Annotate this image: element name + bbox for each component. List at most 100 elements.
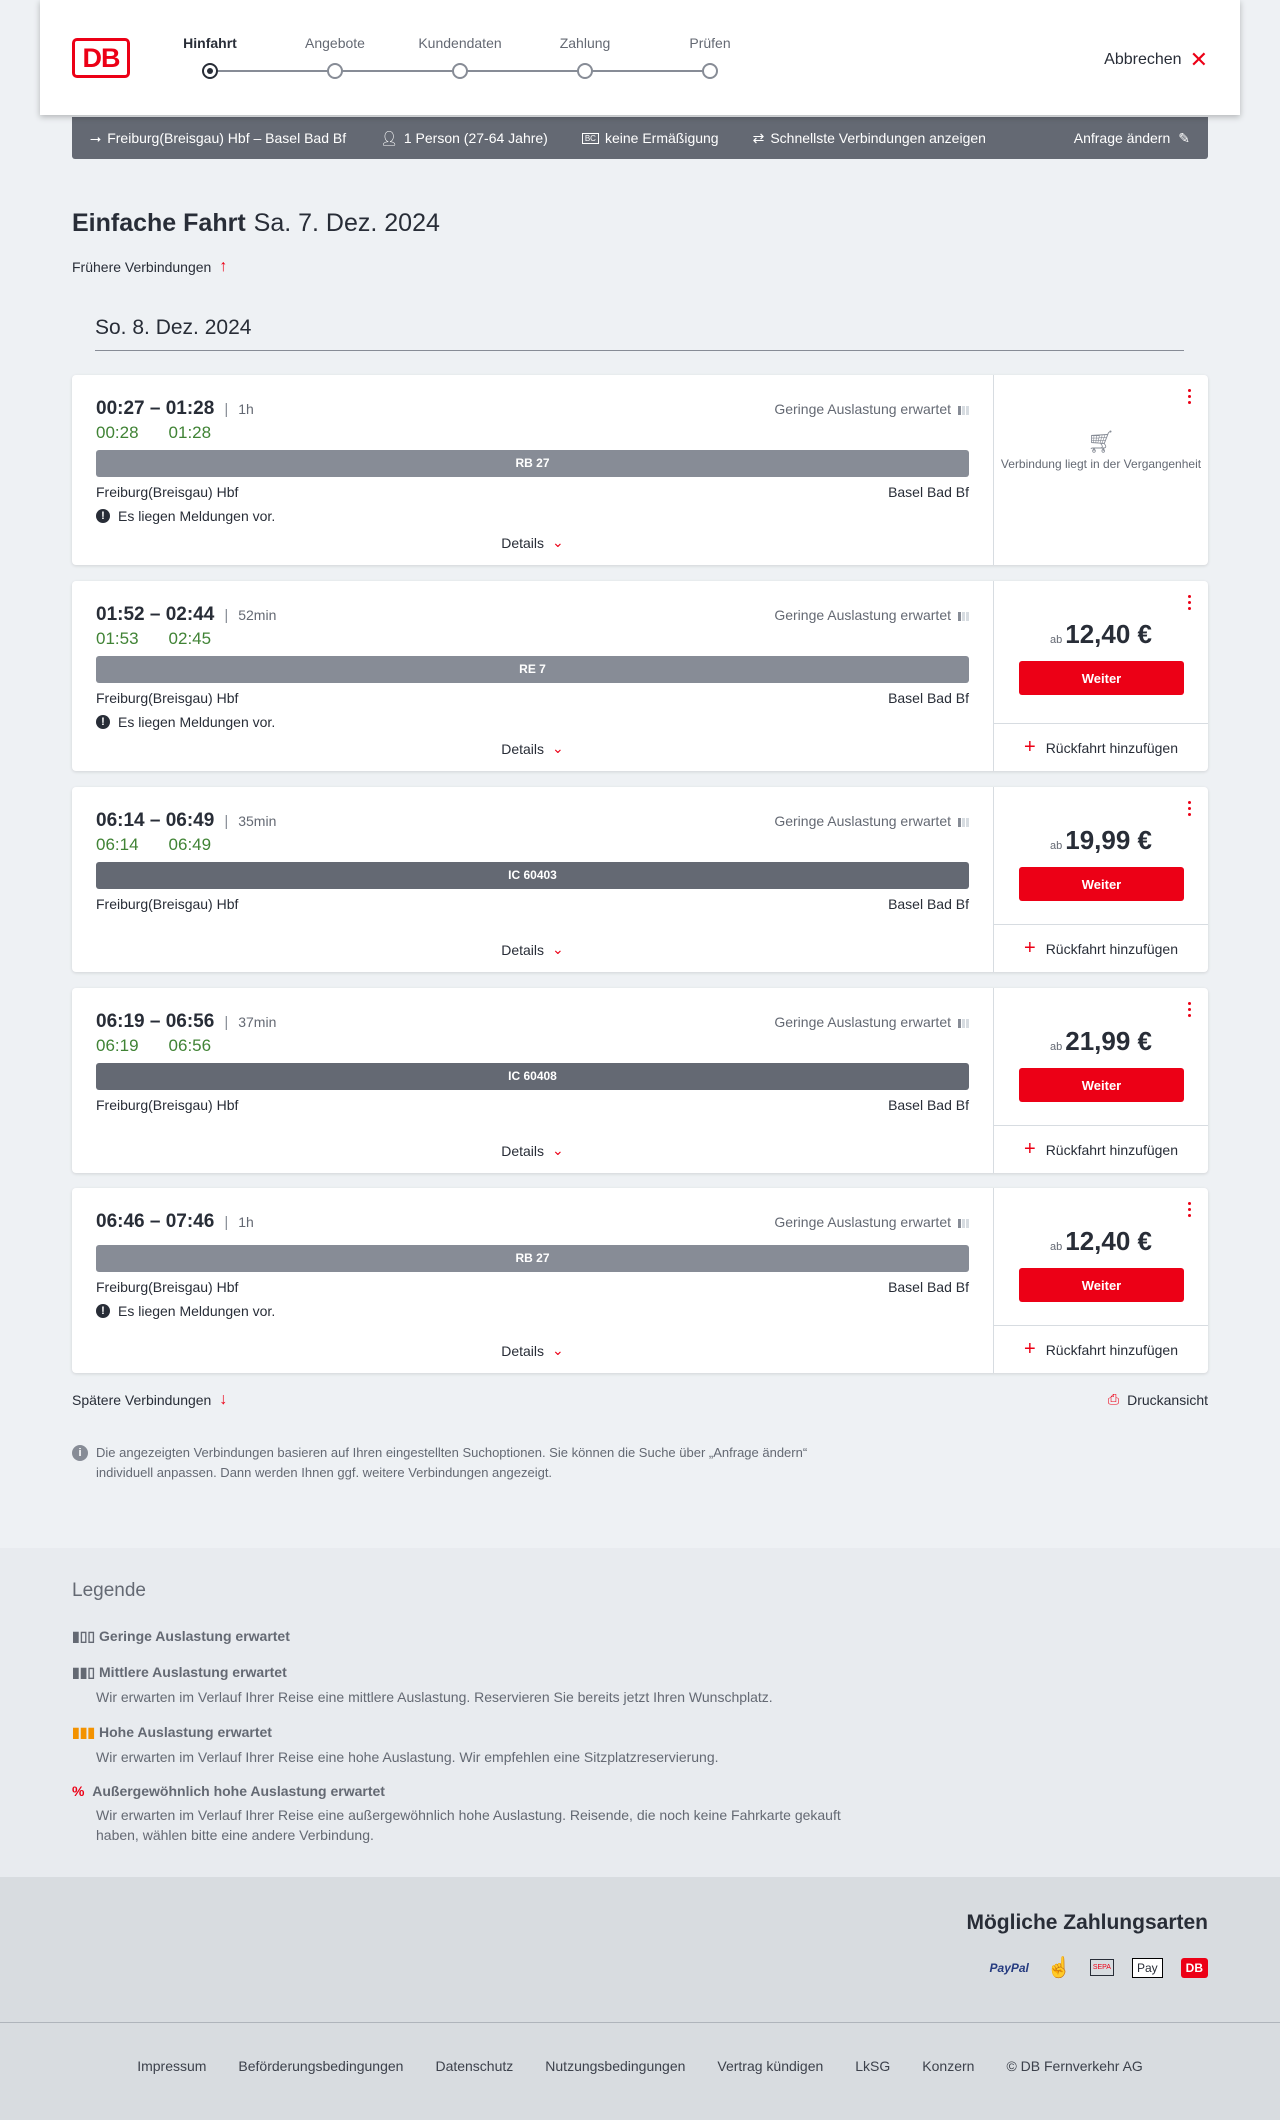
- price: ab 12,40 €: [994, 619, 1208, 650]
- realtime-departure: 01:53: [96, 629, 139, 648]
- step-dot: [452, 63, 468, 79]
- printer-icon: ⎙: [1107, 1391, 1120, 1407]
- payment-footer: Mögliche Zahlungsarten PayPal ☝ SEPA Pay…: [0, 1877, 1280, 2120]
- later-connections-link[interactable]: Spätere Verbindungen ↓: [72, 1391, 227, 1409]
- details-toggle[interactable]: Details ⌄: [72, 1342, 993, 1359]
- offer-panel: ab 21,99 € Weiter + Rückfahrt hinzufügen: [994, 988, 1208, 1173]
- footer-link[interactable]: Vertrag kündigen: [717, 2058, 824, 2074]
- realtime-times: 01:53 02:45: [96, 629, 969, 655]
- more-options-icon[interactable]: [1188, 1002, 1192, 1017]
- add-return-button[interactable]: + Rückfahrt hinzufügen: [994, 1325, 1208, 1373]
- continue-button[interactable]: Weiter: [1019, 867, 1184, 901]
- page-title: Einfache Fahrt Sa. 7. Dez. 2024: [72, 209, 440, 238]
- step-angebote: Angebote: [305, 35, 365, 51]
- train-bar[interactable]: IC 60403: [96, 862, 969, 889]
- step-kundendaten: Kundendaten: [418, 35, 502, 51]
- realtime-departure: 00:28: [96, 423, 139, 442]
- connection-card: 06:19 – 06:56 | 37min Geringe Auslastung e…: [72, 988, 1208, 1173]
- train-bar[interactable]: RB 27: [96, 450, 969, 477]
- step-pruefen: Prüfen: [689, 35, 731, 51]
- persons-text: 1 Person (27-64 Jahre): [403, 130, 548, 146]
- occupancy-low-icon: [958, 403, 969, 415]
- details-label: Details: [501, 941, 545, 958]
- footer-link[interactable]: Nutzungsbedingungen: [545, 2058, 686, 2074]
- step-dot: [327, 63, 343, 79]
- occupancy-info: Geringe Auslastung erwartet: [774, 607, 969, 623]
- query-summary-bar: ⭢ Freiburg(Breisgau) Hbf – Basel Bad Bf 👤…: [72, 117, 1208, 159]
- footer-link[interactable]: Konzern: [922, 2058, 975, 2074]
- plus-icon: +: [1024, 1338, 1036, 1360]
- price-prefix: ab: [1050, 840, 1063, 852]
- continue-button[interactable]: Weiter: [1019, 1068, 1184, 1102]
- details-toggle[interactable]: Details ⌄: [72, 534, 993, 551]
- footer-link[interactable]: LkSG: [855, 2058, 891, 2074]
- connection-details[interactable]: 00:27 – 01:28 | 1h Geringe Auslastung erwa…: [72, 375, 994, 565]
- continue-button[interactable]: Weiter: [1019, 661, 1184, 695]
- legend-item-very-high: % Außergewöhnlich hohe Auslastung erwart…: [72, 1783, 872, 1845]
- step-dot-active: [202, 63, 218, 79]
- add-return-label: Rückfahrt hinzufügen: [1045, 739, 1178, 756]
- occupancy-text: Geringe Auslastung erwartet: [774, 607, 951, 623]
- legend-item-title: Geringe Auslastung erwartet: [99, 1628, 290, 1644]
- more-options-icon[interactable]: [1188, 1202, 1192, 1217]
- train-bar[interactable]: IC 60408: [96, 1063, 969, 1090]
- trip-date: Sa. 7. Dez. 2024: [253, 209, 440, 237]
- legend-title: Legende: [72, 1580, 146, 1601]
- price-value: 21,99 €: [1065, 1026, 1152, 1056]
- origin-station: Freiburg(Breisgau) Hbf: [96, 1279, 239, 1295]
- arrow-up-icon: ↑: [219, 258, 228, 275]
- train-bar[interactable]: RB 27: [96, 1245, 969, 1272]
- train-bar[interactable]: RE 7: [96, 656, 969, 683]
- plus-icon: +: [1024, 736, 1036, 758]
- details-label: Details: [501, 740, 545, 757]
- earlier-connections-link[interactable]: Frühere Verbindungen ↑: [72, 258, 227, 276]
- more-options-icon[interactable]: [1188, 389, 1192, 404]
- footer-links: Impressum Beförderungsbedingungen Datens…: [0, 2058, 1280, 2074]
- payment-methods: PayPal ☝ SEPA Pay DB: [990, 1955, 1208, 1980]
- more-options-icon[interactable]: [1188, 801, 1192, 816]
- footer-link[interactable]: Impressum: [137, 2058, 207, 2074]
- destination-station: Basel Bad Bf: [888, 1279, 969, 1295]
- chevron-down-icon: ⌄: [552, 534, 564, 550]
- legend-item-text: Wir erwarten im Verlauf Ihrer Reise eine…: [96, 1749, 719, 1765]
- chevron-down-icon: ⌄: [552, 941, 564, 957]
- add-return-button[interactable]: + Rückfahrt hinzufügen: [994, 1125, 1208, 1173]
- legend-item-high: ▮▮▮ Hohe Auslastung erwartet Wir erwarten…: [72, 1724, 719, 1767]
- credit-card-icon: ☝: [1046, 1957, 1072, 1979]
- legend-item-title: Hohe Auslastung erwartet: [99, 1724, 272, 1740]
- realtime-arrival: 06:56: [168, 1036, 212, 1055]
- separator: |: [224, 1213, 229, 1231]
- destination-station: Basel Bad Bf: [888, 1097, 969, 1113]
- occupancy-info: Geringe Auslastung erwartet: [774, 813, 969, 829]
- footer-copyright: © DB Fernverkehr AG: [1006, 2058, 1143, 2074]
- connection-details[interactable]: 01:52 – 02:44 | 52min Geringe Auslastung e…: [72, 581, 994, 771]
- add-return-button[interactable]: + Rückfahrt hinzufügen: [994, 924, 1208, 972]
- more-options-icon[interactable]: [1188, 595, 1192, 610]
- offer-panel: ab 12,40 € Weiter + Rückfahrt hinzufügen: [994, 1188, 1208, 1373]
- footer-link[interactable]: Datenschutz: [435, 2058, 514, 2074]
- details-toggle[interactable]: Details ⌄: [72, 740, 993, 757]
- occupancy-low-icon: ▮▯▯: [72, 1628, 96, 1644]
- connection-details[interactable]: 06:46 – 07:46 | 1h Geringe Auslastung erwa…: [72, 1188, 994, 1373]
- info-icon: i: [72, 1445, 88, 1461]
- trip-type: Einfache Fahrt: [72, 209, 246, 237]
- connection-details[interactable]: 06:14 – 06:49 | 35min Geringe Auslastung e…: [72, 787, 994, 972]
- connection-details[interactable]: 06:19 – 06:56 | 37min Geringe Auslastung e…: [72, 988, 994, 1173]
- details-toggle[interactable]: Details ⌄: [72, 1142, 993, 1159]
- cancel-button[interactable]: Abbrechen ✕: [1104, 47, 1208, 73]
- earlier-label: Frühere Verbindungen: [72, 259, 212, 275]
- continue-button[interactable]: Weiter: [1019, 1268, 1184, 1302]
- edit-query-button[interactable]: Anfrage ändern ✎: [1074, 130, 1190, 147]
- price-value: 12,40 €: [1065, 1226, 1152, 1256]
- print-view-link[interactable]: ⎙ Druckansicht: [1108, 1391, 1208, 1408]
- footer-link[interactable]: Beförderungsbedingungen: [238, 2058, 404, 2074]
- add-return-label: Rückfahrt hinzufügen: [1045, 940, 1178, 957]
- cart-unavailable-icon: 🛒︎: [1087, 429, 1115, 454]
- realtime-times: 06:19 06:56: [96, 1036, 969, 1062]
- db-logo[interactable]: DB: [72, 38, 130, 78]
- realtime-departure: 06:19: [96, 1036, 139, 1055]
- plus-icon: +: [1024, 937, 1036, 959]
- details-toggle[interactable]: Details ⌄: [72, 941, 993, 958]
- add-return-button[interactable]: + Rückfahrt hinzufügen: [994, 723, 1208, 771]
- destination-station: Basel Bad Bf: [888, 896, 969, 912]
